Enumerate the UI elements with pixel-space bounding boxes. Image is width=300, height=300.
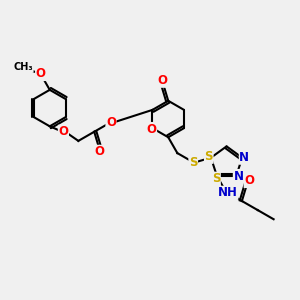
Text: O: O [146, 122, 157, 136]
Text: S: S [212, 172, 220, 185]
Text: O: O [106, 116, 116, 129]
Text: N: N [239, 151, 249, 164]
Text: S: S [189, 156, 197, 169]
Text: O: O [95, 145, 105, 158]
Text: O: O [158, 74, 168, 87]
Text: S: S [205, 150, 213, 163]
Text: NH: NH [218, 186, 238, 199]
Text: O: O [244, 175, 254, 188]
Text: CH₃: CH₃ [14, 62, 33, 72]
Text: O: O [36, 68, 46, 80]
Text: N: N [233, 169, 243, 182]
Text: O: O [58, 125, 68, 138]
